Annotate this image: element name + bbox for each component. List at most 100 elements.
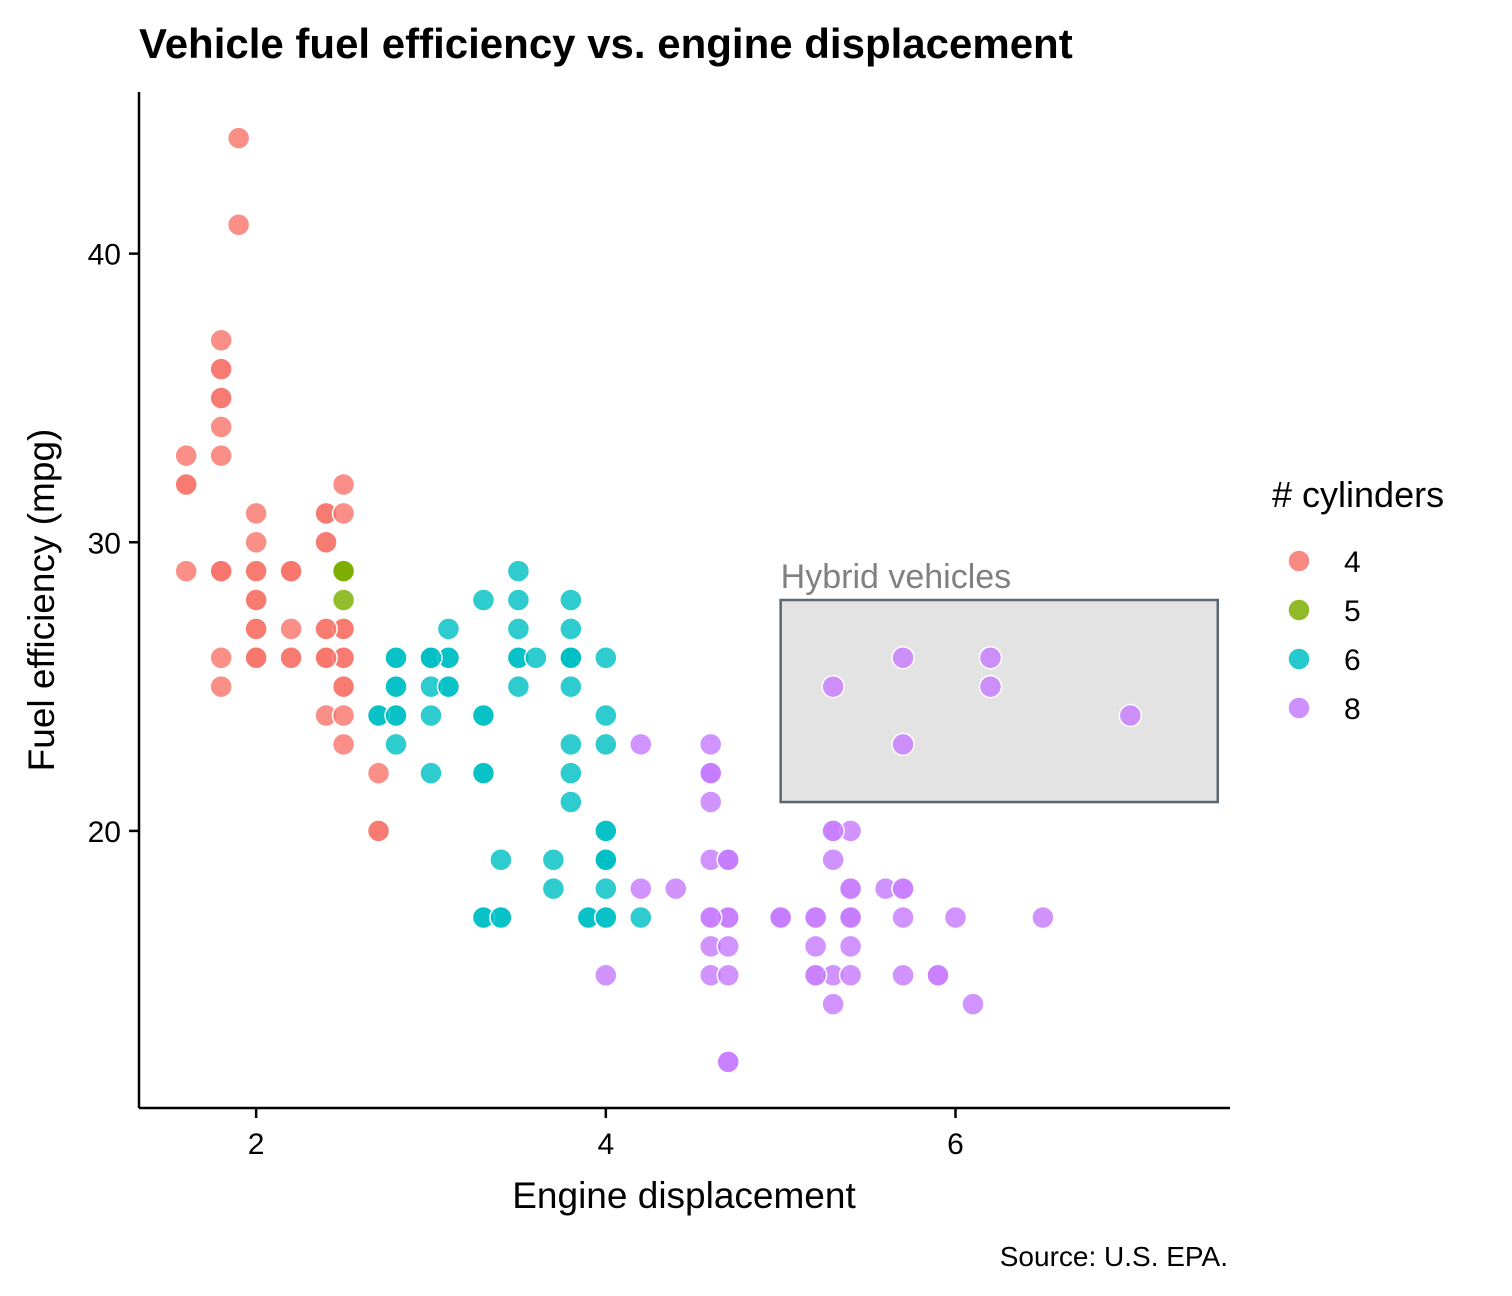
point-cyl-4 [314,645,338,670]
point-cyl-4 [331,703,356,728]
point-cyl-8 [891,645,915,670]
point-cyl-6 [594,703,618,728]
point-cyl-6 [419,703,443,728]
x-tick-label: 6 [947,1128,964,1161]
point-cyl-8 [698,905,723,930]
point-cyl-6 [559,761,583,785]
legend-key-6 [1287,647,1311,671]
caption: Source: U.S. EPA. [1000,1241,1228,1272]
point-cyl-8 [821,848,845,872]
point-cyl-4 [226,126,251,150]
point-cyl-8 [629,732,653,757]
legend-key-8 [1287,696,1311,720]
point-cyl-8 [716,848,740,872]
point-cyl-8 [926,963,950,987]
y-tick-label: 30 [88,527,121,560]
point-cyl-6 [384,732,408,757]
point-cyl-6 [436,674,461,699]
point-cyl-6 [559,645,583,670]
legend-label: 5 [1344,595,1361,628]
point-cyl-4 [174,472,198,497]
point-cyl-4 [226,213,251,237]
point-cyl-8 [803,905,828,930]
point-cyl-6 [594,732,618,757]
point-cyl-6 [594,848,618,872]
point-cyl-4 [209,357,233,381]
point-cyl-4 [209,559,233,583]
point-cyl-4 [331,674,356,699]
point-cyl-8 [821,992,845,1016]
legend-key-5 [1287,598,1311,622]
point-cyl-4 [244,501,268,526]
point-cyl-6 [419,645,443,670]
point-cyl-4 [366,761,391,785]
x-tick-label: 2 [248,1128,265,1161]
point-cyl-6 [419,761,443,785]
point-cyl-8 [803,934,828,959]
point-cyl-4 [331,472,356,497]
point-cyl-6 [436,617,461,641]
legend-items: 4 5 6 8 [1287,546,1361,726]
point-cyl-4 [174,559,198,583]
point-cyl-6 [594,876,618,901]
point-cyl-8 [838,905,863,930]
point-cyl-8 [838,876,863,901]
point-cyl-8 [961,992,985,1016]
legend-label: 4 [1344,546,1361,579]
point-cyl-4 [279,559,303,583]
point-cyl-8 [698,790,723,814]
point-cyl-8 [891,732,915,757]
legend-title: # cylinders [1272,474,1444,515]
y-tick-label: 20 [88,816,121,849]
point-cyl-6 [594,645,618,670]
y-ticks: 20 30 40 [88,239,139,849]
point-cyl-8 [698,732,723,757]
x-axis-label: Engine displacement [512,1175,856,1216]
point-cyl-4 [209,415,233,439]
point-cyl-6 [489,905,513,930]
point-cyl-4 [314,617,338,641]
point-cyl-6 [559,588,583,612]
point-cyl-4 [244,645,268,670]
point-cyl-8 [821,674,845,699]
point-cyl-6 [471,588,496,612]
point-cyl-8 [629,876,653,901]
point-cyl-5 [331,559,356,583]
point-cyl-4 [244,530,268,555]
legend: # cylinders 4 5 6 8 [1272,474,1444,726]
point-cyl-6 [594,819,618,843]
point-cyl-8 [943,905,968,930]
x-ticks: 2 4 6 [248,1108,964,1161]
point-cyl-8 [594,963,618,987]
point-cyl-6 [559,732,583,757]
hybrid-annotation: Hybrid vehicles [779,558,1220,804]
annotation-box [779,598,1220,804]
point-cyl-6 [489,848,513,872]
point-cyl-4 [279,617,303,641]
point-cyl-4 [209,674,233,699]
point-cyl-8 [978,645,1003,670]
point-cyl-4 [244,588,268,612]
point-cyl-6 [541,848,566,872]
point-cyl-8 [978,674,1003,699]
point-cyl-8 [716,1050,740,1074]
point-cyl-6 [594,905,618,930]
point-cyl-6 [629,905,653,930]
point-cyl-4 [331,732,356,757]
point-cyl-8 [716,963,740,987]
point-cyl-8 [891,905,915,930]
point-cyl-6 [506,617,531,641]
point-cyl-4 [209,443,233,468]
point-cyl-4 [244,559,268,583]
point-cyl-8 [891,876,915,901]
point-cyl-8 [1031,905,1055,930]
point-cyl-6 [471,703,496,728]
point-cyl-6 [524,645,548,670]
point-cyl-4 [209,328,233,352]
point-cyl-6 [541,876,566,901]
point-cyl-8 [891,963,915,987]
point-cyl-5 [331,588,356,612]
point-cyl-4 [209,386,233,410]
point-cyl-8 [664,876,688,901]
